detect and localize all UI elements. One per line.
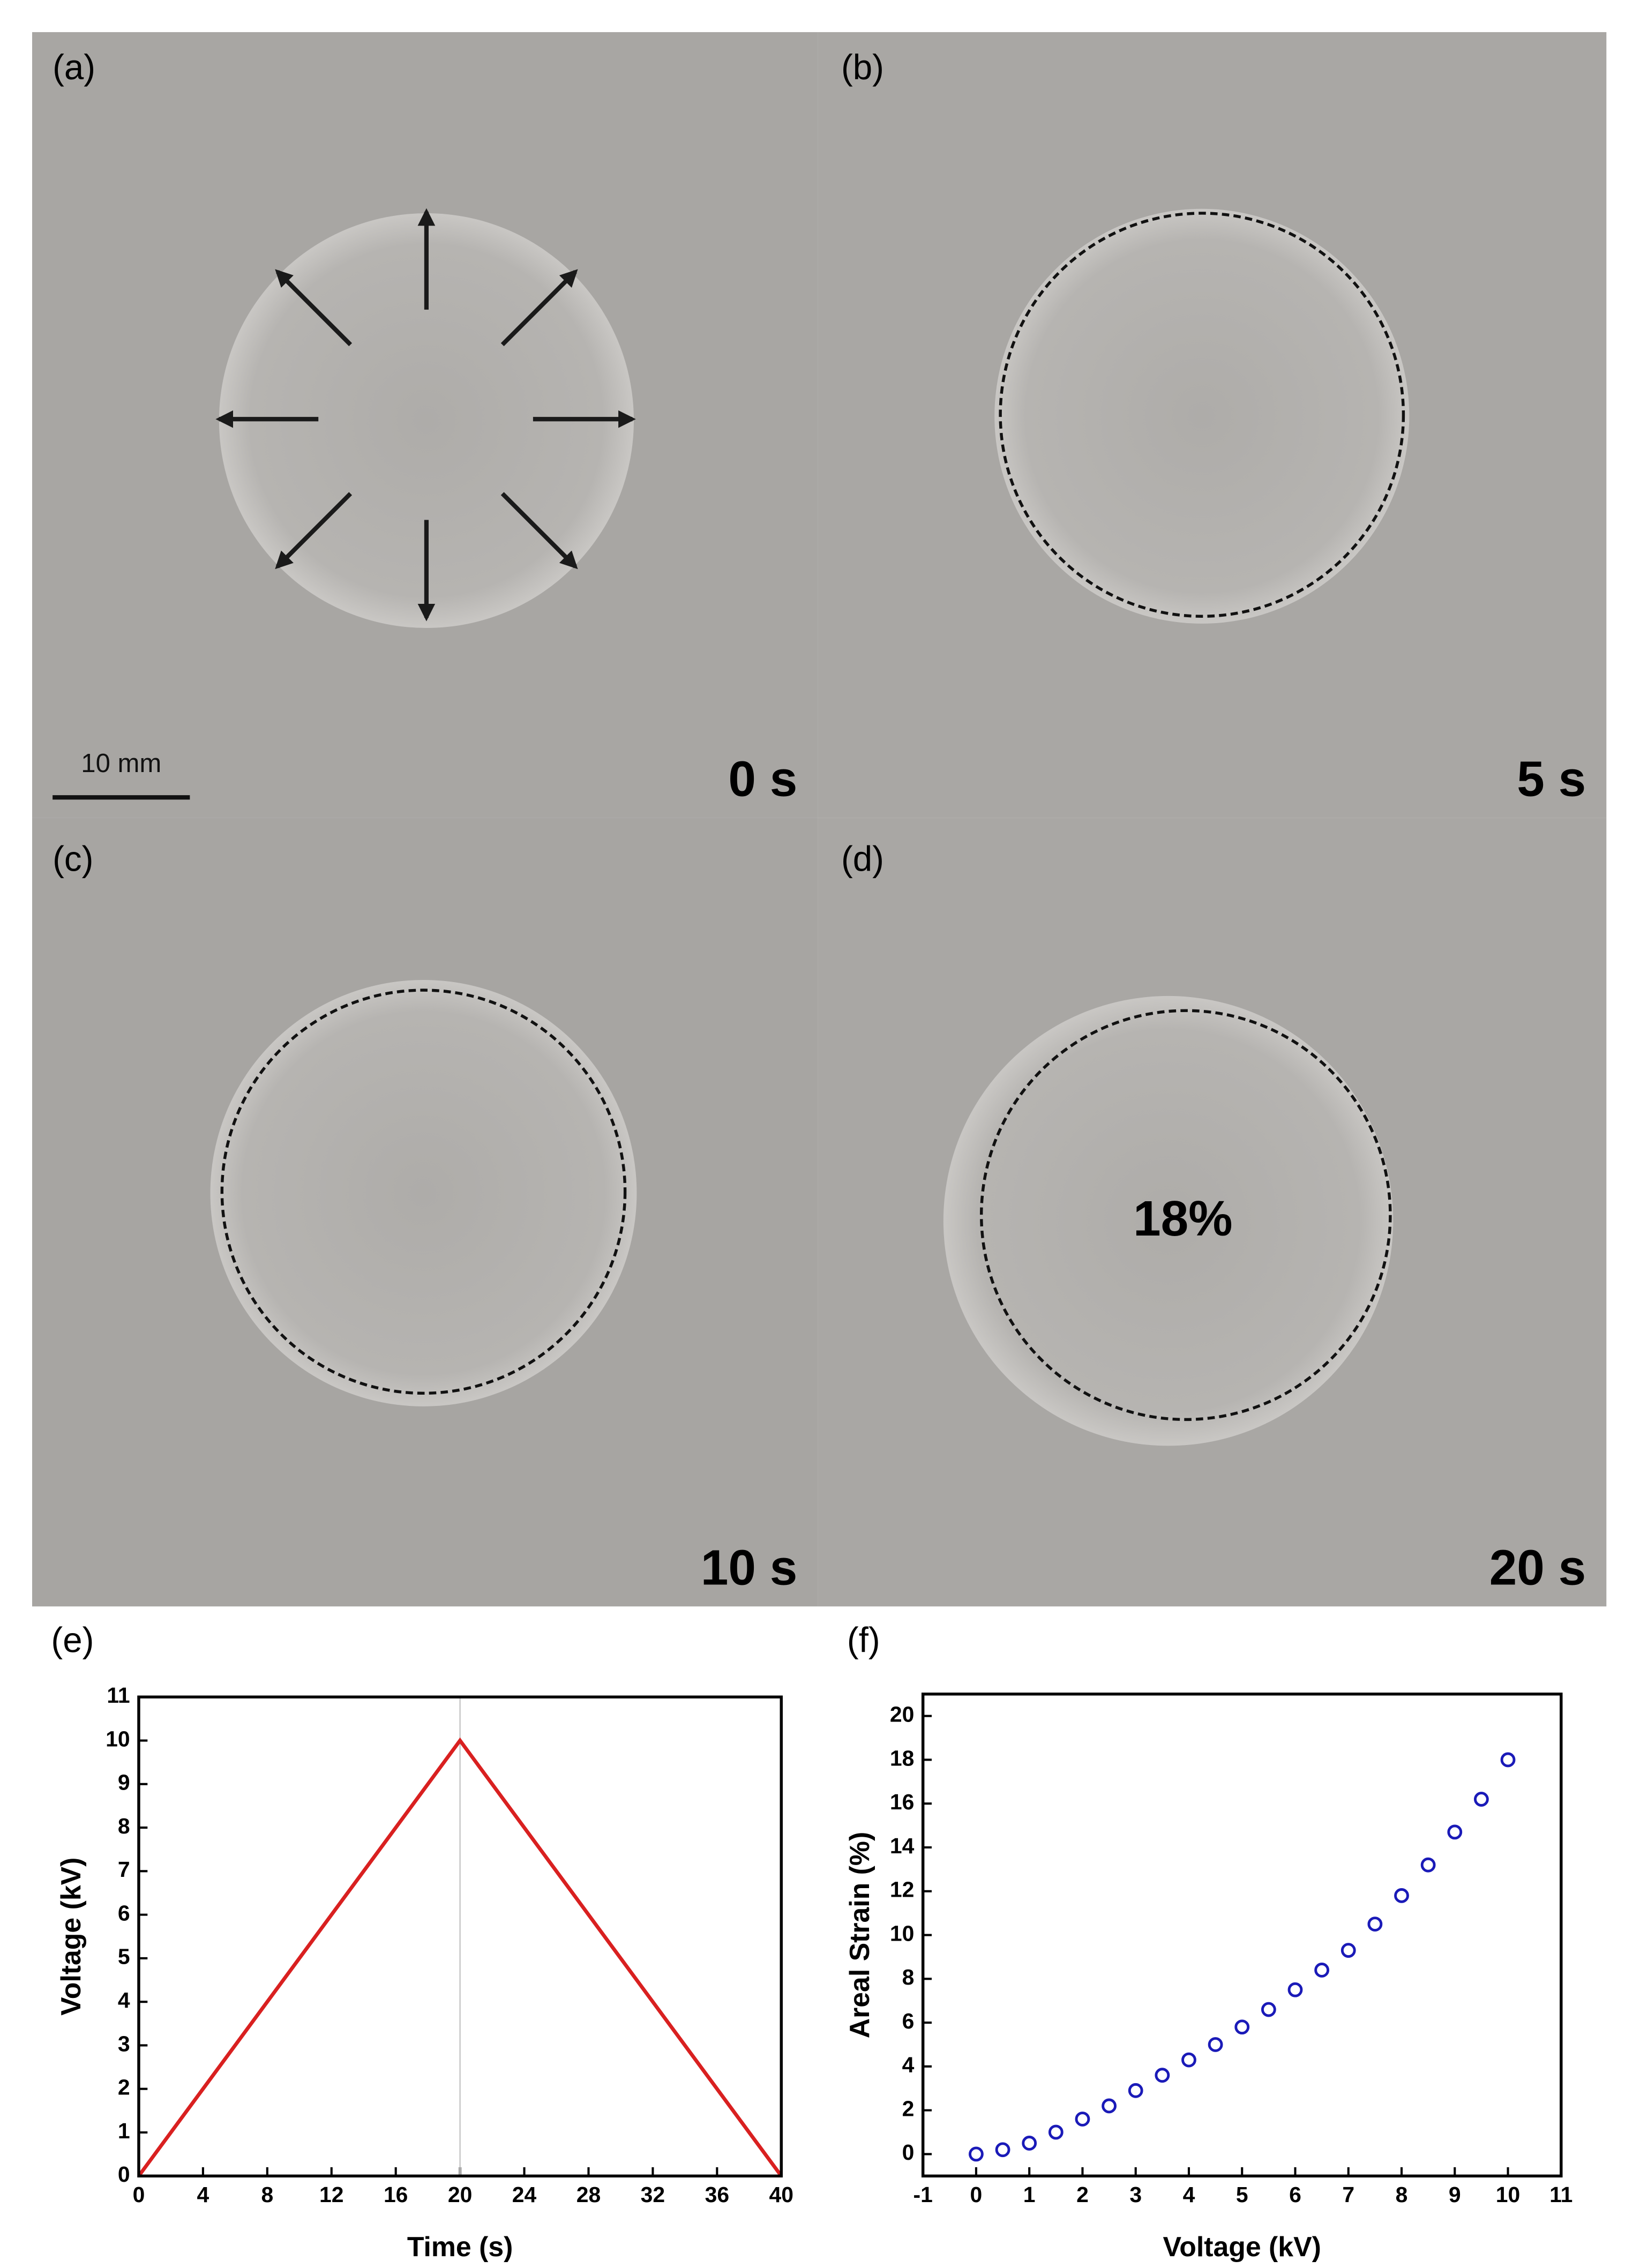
time-label: 5 s bbox=[1517, 751, 1586, 806]
data-point bbox=[1208, 2037, 1223, 2052]
y-tick-label: 11 bbox=[107, 1683, 130, 1708]
x-tick-label: 9 bbox=[1449, 2182, 1461, 2207]
x-tick-label: 20 bbox=[448, 2182, 472, 2207]
y-tick-label: 9 bbox=[118, 1770, 130, 1795]
data-point bbox=[1394, 1888, 1409, 1903]
chart: (f)Voltage (kV)Areal Strain (%)-1 0 1 2 3 4 5 6… bbox=[844, 1621, 1573, 2263]
y-tick-label: 3 bbox=[118, 2031, 130, 2056]
dashed-outline bbox=[220, 989, 627, 1395]
x-tick-label: 6 bbox=[1289, 2182, 1301, 2207]
y-tick-label: 0 bbox=[902, 2140, 915, 2165]
plot-frame bbox=[921, 1693, 1563, 2178]
y-tick-label: 7 bbox=[118, 1857, 130, 1882]
data-line bbox=[137, 1737, 783, 2177]
chart: (e)Time (s)Voltage (kV)0 4 8 12 16 20 24 28 32 36… bbox=[51, 1621, 793, 2263]
plot-frame bbox=[137, 1695, 783, 2178]
y-tick-label: 14 bbox=[890, 1833, 915, 1858]
x-tick-label: -1 bbox=[913, 2182, 932, 2207]
x-tick-label: 5 bbox=[1236, 2182, 1248, 2207]
x-tick-label: 10 bbox=[1496, 2182, 1520, 2207]
x-tick-label: 0 bbox=[970, 2182, 983, 2207]
y-tick-label: 10 bbox=[890, 1921, 914, 1945]
x-axis-label: Time (s) bbox=[407, 2231, 513, 2262]
y-tick-label: 2 bbox=[118, 2075, 130, 2100]
x-tick-label: 11 bbox=[1549, 2182, 1572, 2207]
membrane bbox=[943, 995, 1394, 1446]
y-axis-label: Voltage (kV) bbox=[55, 1858, 86, 2016]
y-tick-label: 6 bbox=[902, 2009, 915, 2033]
photo-grid: 10 mm (a) 0 s (b) 5 s (c) 10 s (d) 18% 2… bbox=[32, 32, 1607, 1607]
time-label: 20 s bbox=[1489, 1539, 1586, 1595]
data-point bbox=[1341, 1943, 1356, 1958]
x-tick-label: 24 bbox=[512, 2182, 537, 2207]
y-tick-label: 0 bbox=[118, 2162, 130, 2187]
y-tick-label: 16 bbox=[890, 1790, 914, 1814]
data-point bbox=[1447, 1824, 1463, 1840]
data-point bbox=[1234, 2019, 1250, 2035]
data-point bbox=[1181, 2052, 1196, 2068]
x-tick-label: 12 bbox=[319, 2182, 343, 2207]
data-point bbox=[1473, 1792, 1489, 1807]
panel-label: (c) bbox=[53, 839, 93, 878]
x-tick-label: 7 bbox=[1342, 2182, 1354, 2207]
y-tick-label: 8 bbox=[902, 1965, 915, 1989]
data-point bbox=[1314, 1963, 1330, 1978]
data-point bbox=[1155, 2068, 1170, 2083]
y-tick-label: 12 bbox=[890, 1877, 914, 1902]
x-tick-label: 16 bbox=[384, 2182, 408, 2207]
x-tick-label: 32 bbox=[641, 2182, 665, 2207]
y-tick-label: 20 bbox=[890, 1702, 914, 1726]
y-tick-label: 2 bbox=[902, 2096, 915, 2121]
scale-bar-label: 10 mm bbox=[81, 749, 161, 778]
x-tick-label: 40 bbox=[769, 2182, 793, 2207]
membrane bbox=[210, 979, 637, 1406]
data-point bbox=[1500, 1752, 1516, 1768]
time-label: 10 s bbox=[701, 1539, 797, 1595]
x-tick-label: 1 bbox=[1023, 2182, 1036, 2207]
x-tick-label: 4 bbox=[197, 2182, 209, 2207]
data-point bbox=[1367, 1917, 1383, 1932]
membrane bbox=[994, 208, 1410, 624]
chart-title: (f) bbox=[847, 1621, 880, 1660]
data-point bbox=[995, 2142, 1010, 2158]
data-point bbox=[1048, 2124, 1064, 2140]
x-tick-label: 4 bbox=[1183, 2182, 1195, 2207]
data-point bbox=[1261, 2002, 1276, 2017]
x-tick-label: 3 bbox=[1129, 2182, 1142, 2207]
panel-label: (b) bbox=[841, 48, 884, 87]
panel-label: (a) bbox=[53, 48, 95, 87]
data-point bbox=[1420, 1857, 1436, 1873]
y-tick-label: 10 bbox=[106, 1726, 130, 1751]
chart-title: (e) bbox=[51, 1621, 94, 1660]
data-point bbox=[1128, 2083, 1143, 2098]
dashed-outline bbox=[979, 1009, 1392, 1421]
dashed-outline bbox=[999, 212, 1405, 618]
strain-annotation: 18% bbox=[1133, 1191, 1232, 1246]
y-tick-label: 4 bbox=[902, 2053, 915, 2077]
x-tick-label: 36 bbox=[705, 2182, 729, 2207]
y-tick-label: 8 bbox=[118, 1814, 130, 1838]
data-point bbox=[1022, 2136, 1037, 2151]
y-tick-label: 5 bbox=[118, 1944, 130, 1969]
x-tick-label: 0 bbox=[133, 2182, 145, 2207]
y-tick-label: 4 bbox=[118, 1988, 130, 2012]
x-tick-label: 8 bbox=[1396, 2182, 1408, 2207]
y-axis-label: Areal Strain (%) bbox=[844, 1832, 875, 2038]
x-axis-label: Voltage (kV) bbox=[1163, 2231, 1321, 2262]
data-point bbox=[1075, 2112, 1090, 2127]
x-tick-label: 28 bbox=[576, 2182, 601, 2207]
data-point bbox=[969, 2146, 984, 2162]
expansion-arrows bbox=[215, 208, 636, 622]
y-tick-label: 18 bbox=[890, 1746, 914, 1770]
panel-label: (d) bbox=[841, 839, 884, 878]
data-point bbox=[1287, 1982, 1303, 1997]
x-tick-label: 8 bbox=[261, 2182, 273, 2207]
x-tick-label: 2 bbox=[1076, 2182, 1089, 2207]
data-point bbox=[1102, 2098, 1117, 2114]
y-tick-label: 1 bbox=[118, 2119, 130, 2143]
time-label: 0 s bbox=[728, 751, 797, 806]
y-tick-label: 6 bbox=[118, 1900, 130, 1925]
